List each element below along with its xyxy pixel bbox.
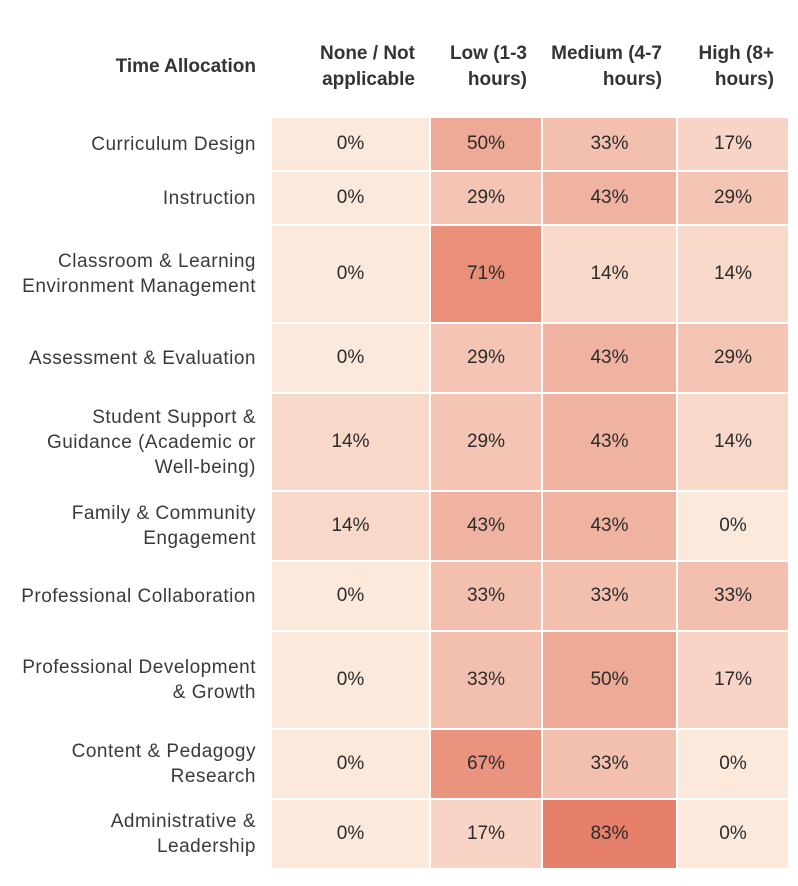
heatmap-cell-medium: 83%: [541, 798, 678, 870]
heatmap-cell-high: 29%: [676, 322, 790, 394]
heatmap-cell-high: 17%: [676, 116, 790, 172]
heatmap-cell-none: 0%: [270, 560, 431, 632]
table-row: Assessment & Evaluation 0% 29% 43% 29%: [16, 322, 790, 394]
heatmap-cell-medium: 33%: [541, 728, 678, 800]
heatmap-cell-low: 33%: [429, 630, 543, 730]
heatmap-cell-high: 0%: [676, 728, 790, 800]
header-row: Time Allocation None / Not applicable Lo…: [16, 16, 790, 118]
heatmap-cell-high: 17%: [676, 630, 790, 730]
heatmap-cell-none: 0%: [270, 798, 431, 870]
table-row: Family & Community Engagement 14% 43% 43% 0%: [16, 490, 790, 562]
row-label: Student Support & Guidance (Academic or …: [16, 392, 272, 492]
row-label: Family & Community Engagement: [16, 490, 272, 562]
heatmap-cell-low: 33%: [429, 560, 543, 632]
row-label: Classroom & Learning Environment Managem…: [16, 224, 272, 324]
table-row: Student Support & Guidance (Academic or …: [16, 392, 790, 492]
heatmap-cell-medium: 43%: [541, 490, 678, 562]
column-header-none: None / Not applicable: [270, 16, 431, 118]
row-header-title: Time Allocation: [16, 16, 272, 118]
heatmap-cell-low: 43%: [429, 490, 543, 562]
heatmap-cell-low: 29%: [429, 170, 543, 226]
table-row: Instruction 0% 29% 43% 29%: [16, 170, 790, 226]
table-row: Professional Collaboration 0% 33% 33% 33%: [16, 560, 790, 632]
row-label: Professional Collaboration: [16, 560, 272, 632]
row-label: Professional Development & Growth: [16, 630, 272, 730]
heatmap-cell-medium: 14%: [541, 224, 678, 324]
heatmap-cell-none: 14%: [270, 490, 431, 562]
column-header-low: Low (1-3 hours): [429, 16, 543, 118]
row-label: Curriculum Design: [16, 116, 272, 172]
heatmap-cell-high: 0%: [676, 798, 790, 870]
heatmap-cell-low: 67%: [429, 728, 543, 800]
row-label: Administrative & Leadership: [16, 798, 272, 870]
heatmap-cell-high: 33%: [676, 560, 790, 632]
heatmap-cell-high: 0%: [676, 490, 790, 562]
table-row: Administrative & Leadership 0% 17% 83% 0%: [16, 798, 790, 870]
row-label: Content & Pedagogy Research: [16, 728, 272, 800]
table-body: Curriculum Design 0% 50% 33% 17% Instruction 0…: [16, 116, 790, 870]
row-label: Instruction: [16, 170, 272, 226]
heatmap-cell-medium: 43%: [541, 392, 678, 492]
heatmap-cell-low: 17%: [429, 798, 543, 870]
heatmap-cell-low: 29%: [429, 322, 543, 394]
heatmap-cell-low: 50%: [429, 116, 543, 172]
heatmap-cell-low: 71%: [429, 224, 543, 324]
heatmap-cell-medium: 50%: [541, 630, 678, 730]
column-header-high: High (8+ hours): [676, 16, 790, 118]
heatmap-cell-high: 14%: [676, 392, 790, 492]
table-row: Professional Development & Growth 0% 33% 50…: [16, 630, 790, 730]
heatmap-cell-none: 0%: [270, 224, 431, 324]
heatmap-cell-none: 0%: [270, 728, 431, 800]
table-row: Content & Pedagogy Research 0% 67% 33% 0%: [16, 728, 790, 800]
heatmap-cell-medium: 43%: [541, 170, 678, 226]
table-row: Classroom & Learning Environment Managem…: [16, 224, 790, 324]
column-header-medium: Medium (4-7 hours): [541, 16, 678, 118]
heatmap-cell-none: 0%: [270, 170, 431, 226]
heatmap-cell-low: 29%: [429, 392, 543, 492]
table-row: Curriculum Design 0% 50% 33% 17%: [16, 116, 790, 172]
heatmap-cell-medium: 33%: [541, 116, 678, 172]
heatmap-cell-none: 14%: [270, 392, 431, 492]
heatmap-cell-medium: 43%: [541, 322, 678, 394]
heatmap-cell-none: 0%: [270, 116, 431, 172]
heatmap-cell-high: 29%: [676, 170, 790, 226]
heatmap-cell-none: 0%: [270, 630, 431, 730]
heatmap-cell-medium: 33%: [541, 560, 678, 632]
heatmap-table: Time Allocation None / Not applicable Lo…: [16, 16, 790, 870]
heatmap-cell-none: 0%: [270, 322, 431, 394]
row-label: Assessment & Evaluation: [16, 322, 272, 394]
heatmap-cell-high: 14%: [676, 224, 790, 324]
